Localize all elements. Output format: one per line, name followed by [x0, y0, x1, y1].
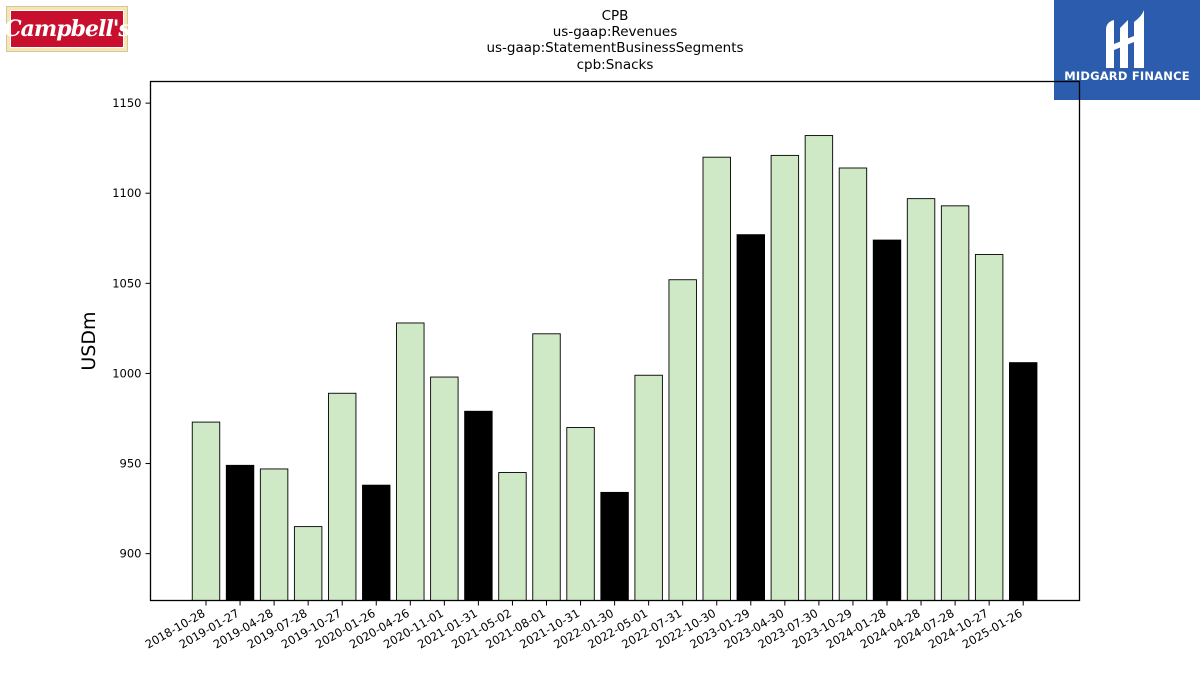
chart-title-line-3: us-gaap:StatementBusinessSegments [486, 40, 743, 56]
bar-2023-01-29 [736, 234, 765, 601]
y-tick-label-1050: 1050 [112, 276, 141, 290]
bar-2021-08-01 [532, 333, 561, 601]
bar-2022-05-01 [634, 374, 663, 601]
bar-2024-10-27 [974, 254, 1004, 601]
bar-2019-01-27 [225, 464, 255, 601]
bar-2019-04-28 [259, 468, 289, 601]
bar-2022-07-31 [668, 279, 697, 601]
bar-2020-04-26 [396, 322, 425, 601]
bar-2025-01-26 [1009, 362, 1038, 601]
chart-title-line-1: CPB [602, 8, 629, 24]
bar-2020-01-26 [362, 484, 391, 601]
bar-2020-11-01 [430, 376, 459, 601]
y-axis-label: USDm [78, 311, 100, 370]
midgard-brand-name: MIDGARD FINANCE [1064, 69, 1190, 83]
bar-2023-10-29 [838, 167, 868, 601]
campbells-logo: Campbell's [4, 6, 131, 52]
chart-title-line-4: cpb:Snacks [577, 57, 654, 73]
y-tick-label-1000: 1000 [112, 366, 141, 380]
campbells-logo-badge: Campbell's [4, 10, 131, 48]
bar-2023-04-30 [770, 154, 800, 601]
bar-2018-10-28 [191, 421, 221, 601]
bar-2023-07-30 [804, 135, 834, 601]
bar-2024-01-28 [872, 239, 902, 601]
y-tick-label-1150: 1150 [112, 96, 141, 110]
bar-2022-01-30 [600, 491, 629, 601]
y-tick-label-900: 900 [120, 547, 142, 561]
bar-2021-05-02 [498, 472, 527, 601]
bar-2021-01-31 [464, 410, 493, 601]
bar-2019-07-28 [293, 526, 323, 601]
y-tick-label-1100: 1100 [112, 186, 141, 200]
bar-2024-07-28 [940, 205, 970, 601]
chart-title-line-2: us-gaap:Revenues [553, 24, 678, 40]
bar-2022-10-30 [702, 156, 731, 601]
midgard-finance-logo: MIDGARD FINANCE [1054, 0, 1200, 100]
midgard-logo-icon [1106, 10, 1144, 68]
plot-frame [149, 80, 1081, 602]
bar-2024-04-28 [906, 198, 936, 601]
chart-title: CPB us-gaap:Revenues us-gaap:StatementBu… [486, 8, 743, 73]
campbells-wordmark: Campbell's [4, 16, 131, 42]
bar-2019-10-27 [328, 392, 357, 601]
y-tick-label-950: 950 [120, 457, 142, 471]
bar-2021-10-31 [566, 427, 595, 601]
